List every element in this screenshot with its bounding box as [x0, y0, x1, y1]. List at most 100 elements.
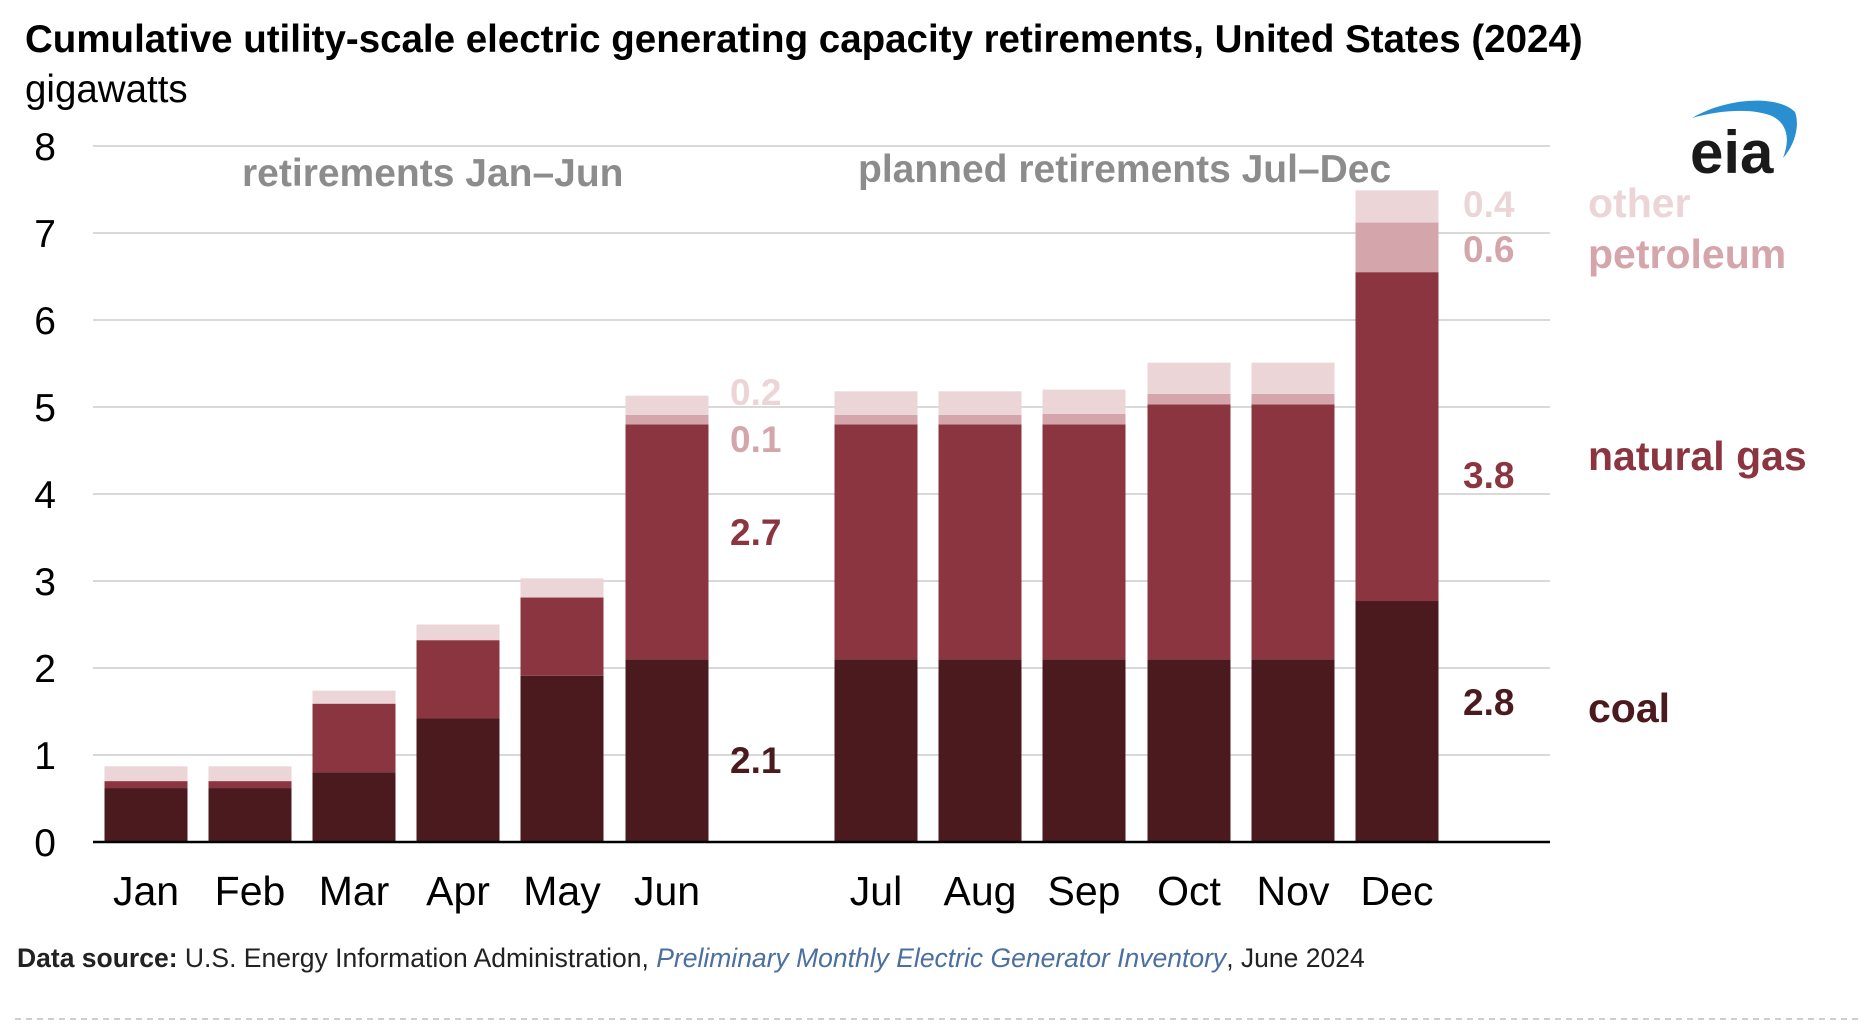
bar-stack-aug	[938, 391, 1022, 842]
logo-text: eia	[1690, 119, 1774, 186]
bar-sep-natural-gas	[1042, 424, 1126, 660]
y-tick-label-1: 1	[34, 735, 56, 778]
value-label-jun-coal: 2.1	[730, 740, 781, 781]
bar-dec-coal	[1355, 601, 1439, 842]
bar-may-other	[520, 578, 604, 598]
bar-dec-petroleum	[1355, 222, 1439, 273]
logo-swoosh-icon	[1692, 100, 1797, 158]
bar-sep-other	[1042, 389, 1126, 414]
data-source-date: , June 2024	[1226, 943, 1365, 973]
value-label-jun-natural-gas: 2.7	[730, 512, 781, 553]
bar-aug-petroleum	[938, 414, 1022, 425]
eia-logo: eia	[1690, 100, 1797, 186]
bar-apr-coal	[416, 718, 500, 842]
y-tick-label-8: 8	[34, 126, 56, 169]
y-tick-label-6: 6	[34, 300, 56, 343]
y-tick-label-7: 7	[34, 213, 56, 256]
bar-stack-jun	[625, 395, 709, 842]
bar-nov-other	[1251, 362, 1335, 394]
bar-jun-natural-gas	[625, 424, 709, 660]
y-tick-label-5: 5	[34, 387, 56, 430]
bar-aug-other	[938, 391, 1022, 415]
bar-aug-coal	[938, 659, 1022, 842]
bar-nov-petroleum	[1251, 393, 1335, 405]
x-tick-label-sep: Sep	[1048, 868, 1121, 914]
value-label-jun-other: 0.2	[730, 372, 781, 413]
bar-nov-natural-gas	[1251, 404, 1335, 660]
x-tick-label-dec: Dec	[1361, 868, 1434, 914]
bar-stack-dec	[1355, 190, 1439, 842]
x-tick-label-jun: Jun	[634, 868, 700, 914]
x-tick-label-nov: Nov	[1257, 868, 1330, 914]
legend-petroleum: petroleum	[1588, 231, 1786, 277]
bars	[104, 190, 1439, 842]
x-tick-label-jul: Jul	[850, 868, 902, 914]
bar-oct-other	[1147, 362, 1231, 394]
bar-sep-coal	[1042, 659, 1126, 842]
bar-mar-coal	[312, 772, 396, 842]
bar-nov-coal	[1251, 659, 1335, 842]
y-tick-label-0: 0	[34, 822, 56, 865]
bar-dec-natural-gas	[1355, 272, 1439, 602]
chart-subtitle: gigawatts	[25, 68, 188, 111]
bar-stack-mar	[312, 690, 396, 842]
value-label-dec-natural-gas: 3.8	[1463, 455, 1514, 496]
bar-stack-nov	[1251, 362, 1335, 842]
legend-coal: coal	[1588, 685, 1670, 731]
legend-other: other	[1588, 180, 1691, 226]
x-tick-label-mar: Mar	[319, 868, 390, 914]
data-source-label: Data source:	[17, 943, 178, 973]
bar-stack-feb	[208, 766, 292, 842]
bar-mar-natural-gas	[312, 703, 396, 773]
bar-jan-other	[104, 766, 188, 782]
bar-stack-apr	[416, 624, 500, 842]
y-tick-label-3: 3	[34, 561, 56, 604]
bar-jun-petroleum	[625, 414, 709, 425]
bar-jul-petroleum	[834, 414, 918, 425]
value-label-dec-other: 0.4	[1463, 184, 1515, 225]
bar-feb-other	[208, 766, 292, 782]
x-tick-label-jan: Jan	[113, 868, 179, 914]
bar-dec-other	[1355, 190, 1439, 223]
x-tick-label-aug: Aug	[944, 868, 1017, 914]
annotation-planned-retirements-jul-dec: planned retirements Jul–Dec	[858, 148, 1391, 191]
x-axis-ticks: Jan Feb Mar Apr May Jun Jul Aug Sep Oct Nov Dec	[113, 868, 1434, 914]
bar-mar-other	[312, 690, 396, 704]
bar-apr-natural-gas	[416, 640, 500, 719]
x-tick-label-may: May	[523, 868, 601, 914]
bar-jun-coal	[625, 659, 709, 842]
bar-jun-other	[625, 395, 709, 415]
x-tick-label-oct: Oct	[1157, 868, 1221, 914]
bar-jan-coal	[104, 788, 188, 842]
data-source: Data source: U.S. Energy Information Adm…	[17, 943, 1365, 973]
bar-feb-natural-gas	[208, 781, 292, 789]
bar-apr-other	[416, 624, 500, 641]
y-tick-label-4: 4	[34, 474, 56, 517]
legend-natural-gas: natural gas	[1588, 433, 1807, 479]
bar-jul-natural-gas	[834, 424, 918, 660]
x-tick-label-apr: Apr	[426, 868, 490, 914]
bar-may-coal	[520, 675, 604, 842]
bar-oct-petroleum	[1147, 393, 1231, 405]
value-label-dec-petroleum: 0.6	[1463, 229, 1514, 270]
y-axis-ticks: 0 1 2 3 4 5 6 7 8	[34, 126, 56, 865]
bar-jan-natural-gas	[104, 781, 188, 789]
bar-stack-oct	[1147, 362, 1231, 842]
bar-oct-coal	[1147, 659, 1231, 842]
bar-stack-jul	[834, 391, 918, 842]
value-label-jun-petroleum: 0.1	[730, 419, 781, 460]
bar-may-natural-gas	[520, 597, 604, 676]
data-source-agency: U.S. Energy Information Administration,	[178, 943, 657, 973]
bar-aug-natural-gas	[938, 424, 1022, 660]
bar-feb-coal	[208, 788, 292, 842]
data-source-publication[interactable]: Preliminary Monthly Electric Generator I…	[656, 943, 1228, 973]
bar-sep-petroleum	[1042, 413, 1126, 425]
bar-stack-jan	[104, 766, 188, 842]
annotation-retirements-jan-jun: retirements Jan–Jun	[242, 152, 624, 195]
bar-oct-natural-gas	[1147, 404, 1231, 660]
chart-title: Cumulative utility-scale electric genera…	[25, 18, 1583, 61]
bar-stack-sep	[1042, 389, 1126, 842]
x-tick-label-feb: Feb	[215, 868, 286, 914]
